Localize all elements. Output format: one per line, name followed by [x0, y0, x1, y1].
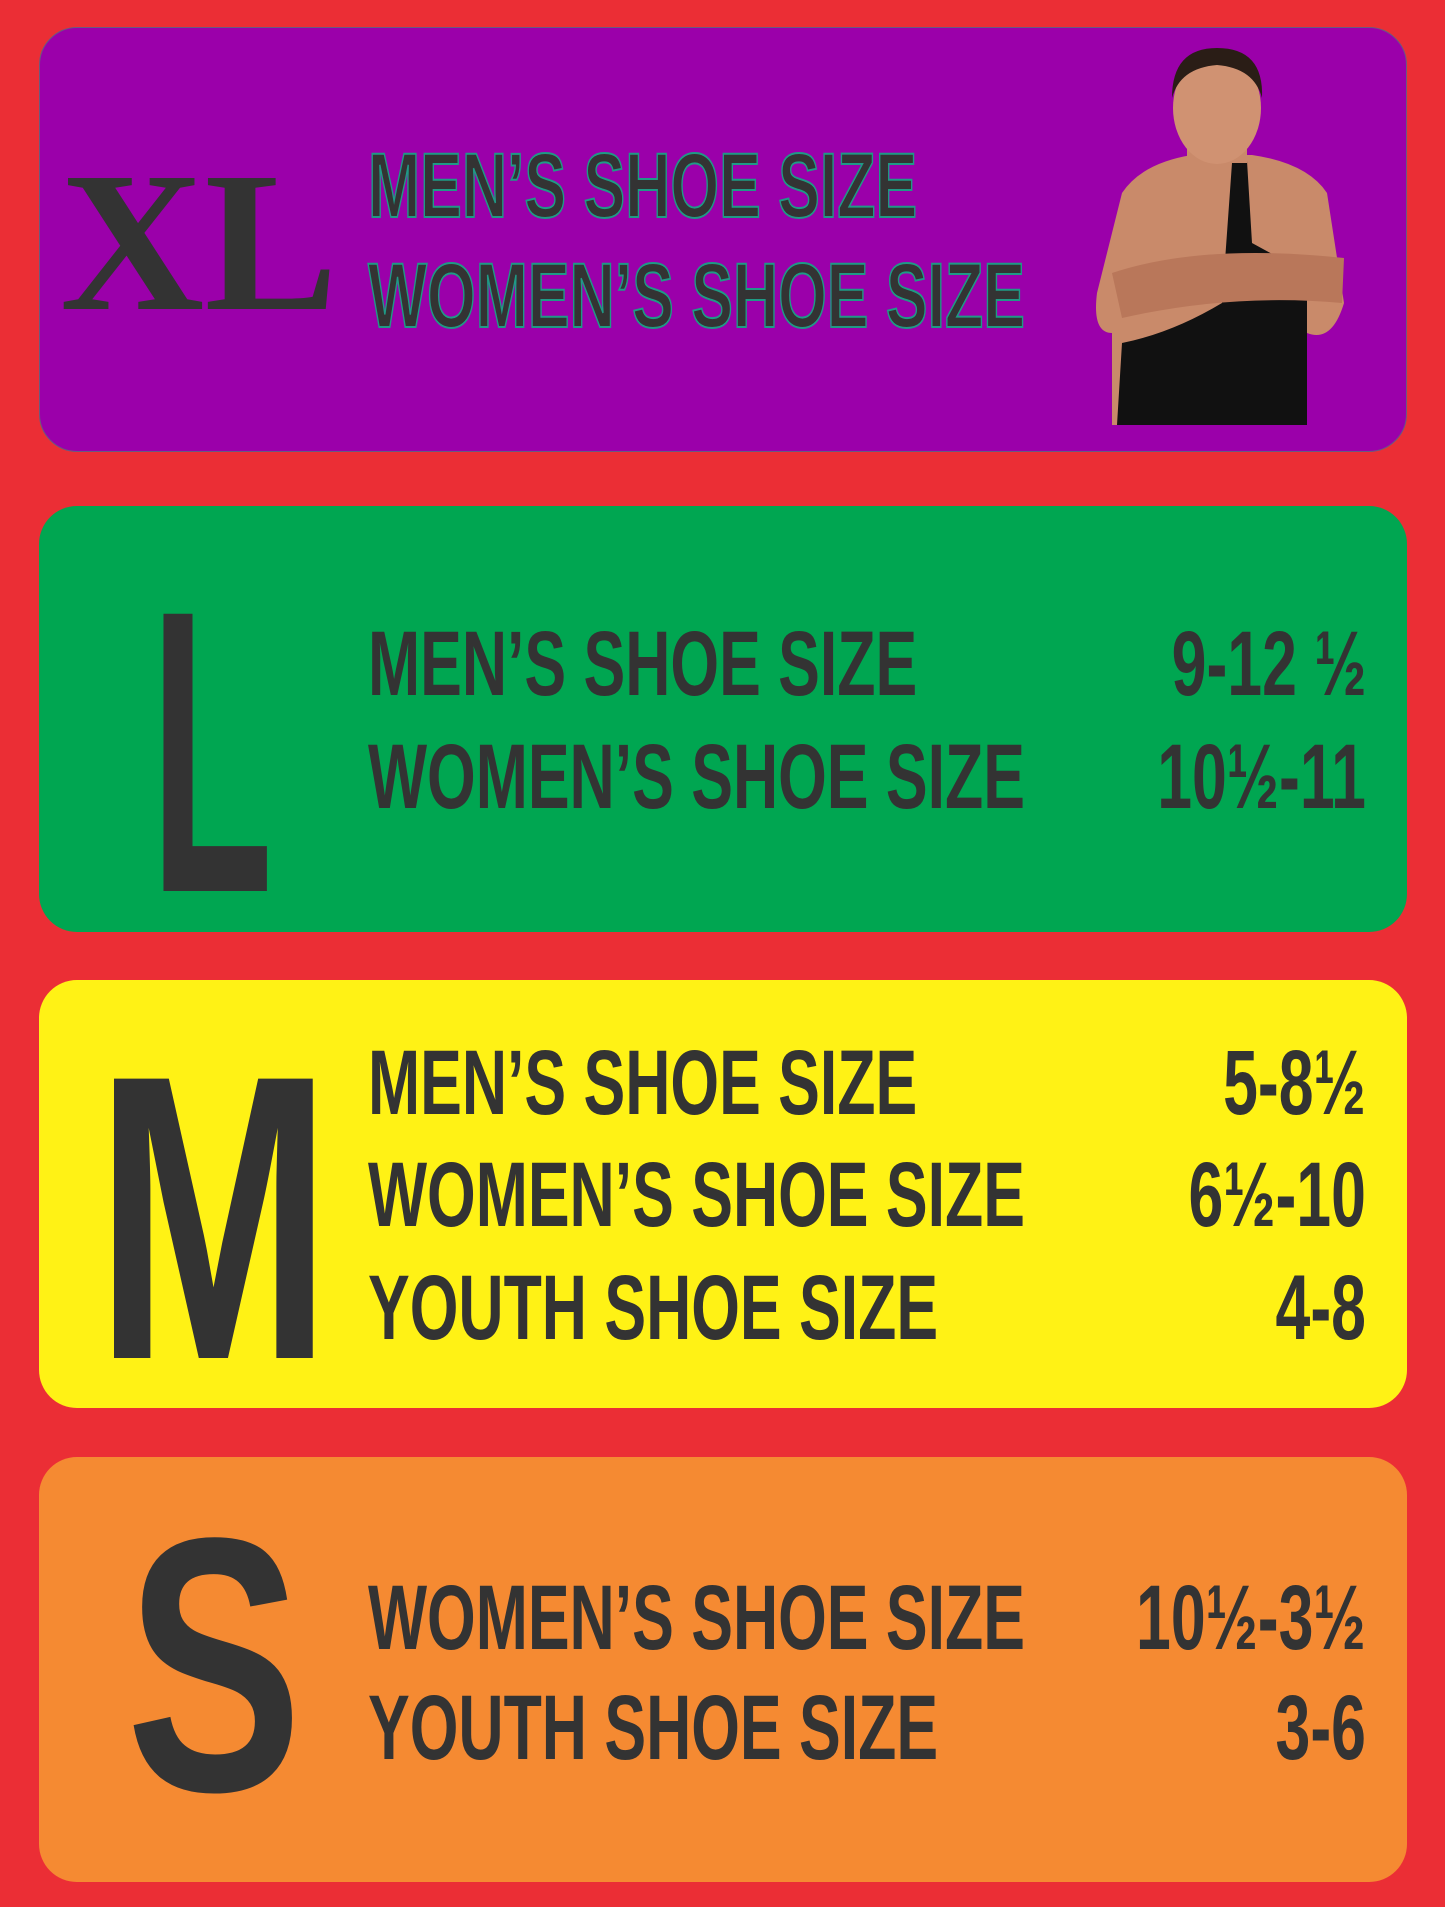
size-panel-s — [39, 1457, 1407, 1882]
m-mens-label: MEN’S SHOE SIZE — [368, 1032, 918, 1134]
xl-mens-label: MEN’S SHOE SIZE — [367, 135, 918, 237]
m-youth-value: 4-8 — [1275, 1257, 1366, 1359]
s-youth-label: YOUTH SHOE SIZE — [368, 1677, 939, 1779]
xl-womens-label: WOMEN’S SHOE SIZE — [367, 245, 1025, 347]
l-womens-value: 10½-11 — [1157, 726, 1366, 828]
l-mens-label: MEN’S SHOE SIZE — [368, 613, 918, 715]
s-youth-value: 3-6 — [1275, 1677, 1366, 1779]
m-womens-label: WOMEN’S SHOE SIZE — [368, 1144, 1025, 1246]
size-letter-s: S — [126, 1462, 303, 1867]
size-panel-m — [39, 980, 1407, 1408]
l-mens-value: 9-12 ½ — [1171, 613, 1366, 715]
s-womens-value: 10½-3½ — [1136, 1567, 1366, 1669]
l-womens-label: WOMEN’S SHOE SIZE — [368, 726, 1025, 828]
size-letter-xl: XL — [60, 132, 338, 353]
m-womens-value: 6½-10 — [1188, 1144, 1366, 1246]
m-mens-value: 5-8½ — [1223, 1032, 1366, 1134]
wrestler-photo — [1096, 48, 1344, 425]
size-letter-m: M — [95, 991, 332, 1445]
m-youth-label: YOUTH SHOE SIZE — [368, 1257, 939, 1359]
size-letter-l: L — [150, 527, 274, 977]
size-panel-l — [39, 506, 1407, 932]
s-womens-label: WOMEN’S SHOE SIZE — [368, 1567, 1025, 1669]
